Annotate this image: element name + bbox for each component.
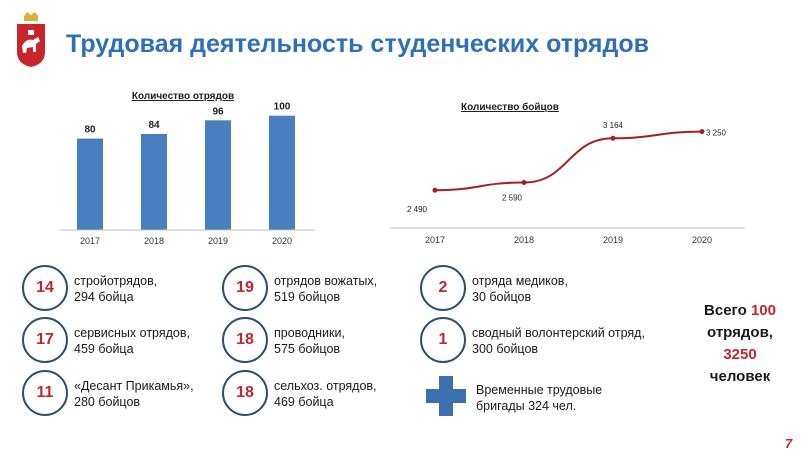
- stat-description: «Десант Прикамья», 280 бойцов: [74, 378, 194, 410]
- bar-2020: [269, 115, 295, 230]
- stat-number-circle: 2: [420, 265, 466, 311]
- line-point: [699, 129, 705, 135]
- total-prefix: Всего: [704, 302, 747, 319]
- bar-chart: Количество отрядов 80 2017 84 2018 96 2019 100…: [60, 91, 315, 246]
- bar-tick-label: 2019: [208, 236, 228, 246]
- line-point: [610, 135, 616, 141]
- stat-number: 2: [438, 279, 448, 296]
- stat-number: 18: [236, 384, 254, 401]
- stat-description: отрядов вожатых, 519 бойцов: [274, 273, 377, 305]
- bar-tick-label: 2018: [144, 236, 164, 246]
- bar-2019: [205, 120, 231, 230]
- temp-brigades-line1: Временные трудовые: [476, 383, 603, 397]
- stat-line2: 459 бойца: [74, 342, 134, 356]
- bar-tick-label: 2020: [272, 236, 292, 246]
- temp-brigades-line2: бригады 324 чел.: [476, 399, 577, 413]
- stat-line1: «Десант Прикамья»,: [74, 379, 194, 393]
- bar-tick-label: 2017: [80, 236, 100, 246]
- stat-number-circle: 14: [22, 265, 68, 311]
- stat-line1: проводники,: [274, 326, 345, 340]
- stat-description: сводный волонтерский отряд, 300 бойцов: [472, 325, 645, 357]
- line-chart: Количество бойцов 2 490 2017 2 590 2018 3 16…: [390, 101, 745, 245]
- stat-description: стройотрядов, 294 бойца: [74, 273, 157, 305]
- stat-number-circle: 19: [222, 265, 268, 311]
- stat-description: проводники, 575 бойцов: [274, 325, 345, 357]
- total-line4: человек: [709, 368, 771, 385]
- stat-number-circle: 17: [22, 317, 68, 363]
- stat-number: 1: [438, 331, 448, 348]
- stat-line2: 294 бойца: [74, 290, 134, 304]
- total-units: 100: [750, 302, 776, 319]
- stat-line2: 575 бойцов: [274, 342, 341, 356]
- stat-line1: стройотрядов,: [74, 274, 158, 288]
- stat-number-circle: 18: [222, 317, 268, 363]
- bar-data-label: 96: [212, 106, 224, 117]
- total-summary: Всего 100 отрядов, 3250 человек: [690, 300, 790, 388]
- bar-2017: [77, 138, 103, 230]
- stat-number: 17: [36, 331, 54, 348]
- series-line: [434, 130, 703, 192]
- stat-line1: отряда медиков,: [472, 274, 568, 288]
- total-line2: отрядов,: [707, 324, 773, 341]
- stat-number-circle: 1: [420, 317, 466, 363]
- stat-line1: сельхоз. отрядов,: [274, 379, 377, 393]
- stat-line2: 300 бойцов: [472, 342, 539, 356]
- stat-line1: сервисных отрядов,: [74, 326, 190, 340]
- stat-line2: 469 бойца: [274, 395, 334, 409]
- stat-number: 19: [236, 279, 254, 296]
- bar-chart-title: Количество отрядов: [132, 91, 234, 102]
- stat-number-circle: 11: [22, 370, 68, 416]
- perm-crest-logo: [17, 12, 45, 67]
- line-tick-label: 2019: [603, 235, 623, 245]
- line-data-label: 2 490: [407, 205, 428, 214]
- line-tick-label: 2017: [425, 235, 445, 245]
- book-icon: [28, 30, 34, 35]
- stat-line2: 30 бойцов: [472, 290, 532, 304]
- page-title: Трудовая деятельность студенческих отряд…: [66, 30, 649, 58]
- bar-data-label: 100: [274, 102, 291, 113]
- line-data-label: 2 590: [502, 193, 523, 202]
- line-tick-label: 2020: [692, 235, 712, 245]
- total-fighters: 3250: [723, 346, 757, 363]
- stat-number: 14: [36, 279, 54, 296]
- stat-description: сервисных отрядов, 459 бойца: [74, 325, 190, 357]
- bar-2018: [141, 134, 167, 230]
- line-tick-label: 2018: [514, 235, 534, 245]
- page-number: 7: [785, 436, 793, 451]
- stat-description: сельхоз. отрядов, 469 бойца: [274, 378, 377, 410]
- stat-line2: 280 бойцов: [74, 395, 141, 409]
- line-chart-title: Количество бойцов: [461, 101, 559, 113]
- stat-line1: сводный волонтерский отряд,: [472, 326, 645, 340]
- stat-description: отряда медиков, 30 бойцов: [472, 273, 568, 305]
- stat-number: 11: [36, 384, 54, 401]
- bar-data-label: 80: [84, 125, 96, 136]
- plus-cross-icon: [426, 376, 466, 416]
- bear-icon: [22, 37, 40, 53]
- line-data-label: 3 250: [706, 129, 727, 138]
- crown-icon: [24, 12, 38, 21]
- stat-number: 18: [236, 331, 254, 348]
- bar-data-label: 84: [148, 120, 160, 131]
- stat-line1: отрядов вожатых,: [274, 274, 378, 288]
- line-data-label: 3 164: [603, 121, 624, 130]
- line-point: [432, 187, 438, 193]
- stat-number-circle: 18: [222, 370, 268, 416]
- line-point: [521, 179, 527, 185]
- stat-line2: 519 бойцов: [274, 290, 341, 304]
